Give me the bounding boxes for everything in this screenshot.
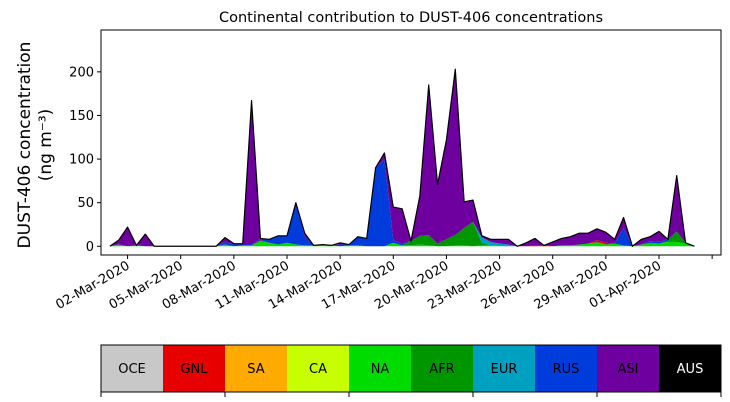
colorbar-label-oce: OCE [118,362,146,377]
colorbar-frame [100,344,722,393]
colorbar-label-gnl: GNL [180,362,208,377]
y-tick-label: 200 [69,65,94,80]
y-axis-label-line1: DUST-406 concentration [15,42,35,249]
colorbar: OCE GNL SA CA NA AFR EUR RUS ASI AUS [100,344,722,397]
colorbar-swatch-asi [597,345,660,392]
colorbar-label-asi: ASI [618,362,639,377]
colorbar-label-eur: EUR [491,362,518,377]
plot-frame [100,29,722,256]
y-tick-label: 100 [69,153,94,168]
colorbar-swatch-oce [101,345,164,392]
colorbar-label-ca: CA [309,362,327,377]
colorbar-label-sa: SA [247,362,264,377]
colorbar-swatch-ca [287,345,350,392]
colorbar-swatch-eur [473,345,536,392]
area-na [109,241,695,247]
area-asi [109,69,695,247]
y-axis-label-line2: (ng m⁻³) [36,109,56,182]
y-tick-label: 0 [86,240,94,255]
colorbar-swatch-gnl [163,345,226,392]
chart-title: Continental contribution to DUST-406 con… [219,10,603,26]
total-outline [109,68,695,247]
y-tick-label: 150 [69,109,94,124]
y-axis-label: DUST-406 concentration (ng m⁻³) [15,42,56,249]
colorbar-swatch-rus [535,345,598,392]
colorbar-label-rus: RUS [553,362,580,377]
colorbar-label-na: NA [371,362,390,377]
y-tick-label: 50 [77,196,94,211]
colorbar-swatch-sa [225,345,288,392]
colorbar-label-aus: AUS [677,362,704,377]
stacked-areas [109,68,695,247]
colorbar-label-afr: AFR [429,362,454,377]
colorbar-swatch-afr [411,345,474,392]
colorbar-swatch-aus [659,345,722,392]
colorbar-swatch-na [349,345,412,392]
